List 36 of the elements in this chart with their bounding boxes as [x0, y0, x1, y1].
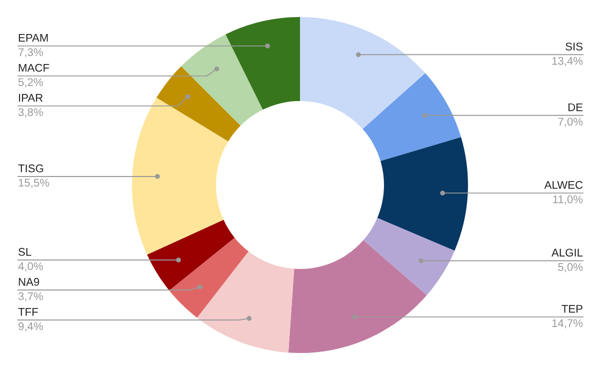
data-label: 4,0%: [18, 262, 43, 272]
data-label: 15,5%: [18, 178, 50, 188]
donut-slice: [288, 240, 427, 353]
data-label: 9,4%: [18, 322, 43, 332]
data-label: 3,7%: [18, 292, 43, 302]
data-label: 7,3%: [18, 48, 43, 58]
slice-label: SIS: [566, 42, 582, 50]
slice-label: DE: [568, 103, 583, 112]
data-label: 13,4%: [552, 56, 583, 66]
donut-slice: [147, 220, 235, 290]
slice-label: TEP: [562, 304, 582, 313]
donut-slice: [181, 34, 263, 126]
slice-label: EPAM: [18, 34, 48, 42]
slice-label: ALGIL: [552, 248, 583, 257]
data-label: 14,7%: [552, 319, 583, 328]
donut-slice: [377, 137, 468, 251]
data-label: 3,8%: [18, 108, 43, 118]
donut-slice: [132, 98, 228, 255]
data-label: 5,0%: [558, 263, 583, 272]
slice-label: IPAR: [19, 94, 43, 102]
donut-slice: [300, 17, 426, 130]
donut-slice: [362, 73, 462, 162]
slice-label: ALWEC: [544, 181, 583, 189]
data-label: 11,0%: [553, 195, 583, 205]
donut-slice: [169, 238, 249, 318]
donut-slice: [156, 66, 241, 142]
slice-label: NA9: [18, 278, 40, 286]
donut-slice: [226, 17, 300, 110]
slice-label: TISG: [18, 164, 44, 172]
data-label: 5,2%: [18, 78, 43, 88]
donut-slice: [197, 251, 294, 353]
slice-label: TFF: [18, 308, 38, 316]
data-label: 7,0%: [558, 118, 583, 127]
slice-label: SL: [18, 248, 32, 256]
slice-label: MACF: [18, 64, 50, 72]
donut-slice: [363, 218, 455, 296]
